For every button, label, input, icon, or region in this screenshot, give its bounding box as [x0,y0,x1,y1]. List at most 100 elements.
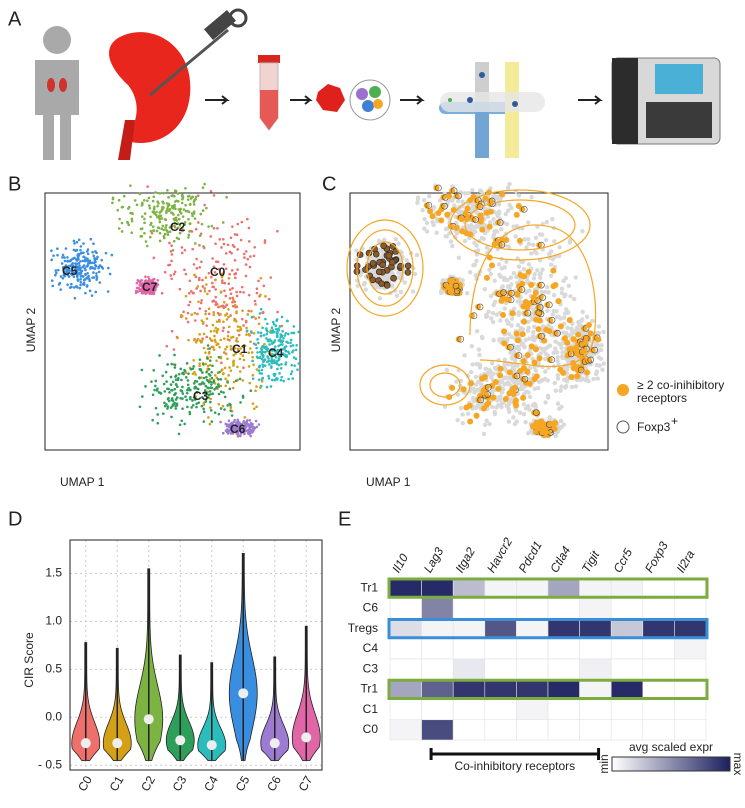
cell-point [277,358,280,362]
cell-point [223,289,226,293]
heat-cell [642,618,675,640]
cell-point [263,241,267,244]
cell-point [430,219,435,225]
cell-point [83,278,86,281]
cell-point [166,207,169,210]
heat-cell [484,618,517,640]
cell-point [260,377,264,381]
heat-cell [547,699,580,721]
coinhib-cell [459,228,466,235]
cell-point [241,394,245,398]
cell-point [293,364,296,367]
cell-point [209,392,212,396]
cell-point [177,376,180,380]
cell-point [420,208,425,213]
heat-cell [452,618,486,640]
cell-point [231,286,234,290]
cell-point [525,328,531,334]
cell-point [279,335,282,339]
cell-point [269,276,273,279]
cell-point [269,385,273,388]
median-dot [112,738,123,749]
cell-point [531,276,537,281]
coinhib-cell [526,380,533,387]
cell-point [231,360,235,364]
cell-point [229,314,232,317]
cell-point [163,404,167,408]
cell-point [156,204,159,208]
cell-point [544,219,550,225]
cell-point [67,264,71,268]
cell-point [262,360,265,363]
cell-point [209,189,213,193]
x-tick-label: C5 [233,773,253,794]
y-tick-label: 1.5 [45,566,62,580]
cell-point [198,276,201,280]
cell-point [175,402,179,406]
cell-point [289,341,292,345]
cell-point [261,310,265,314]
cell-point [470,386,475,391]
cell-point [273,339,277,342]
cell-point [263,239,267,242]
cell-point [466,411,471,416]
cell-point [217,392,221,396]
cell-point [79,260,82,263]
coinhib-cell [542,429,549,436]
cell-point [295,343,298,347]
cell-point [50,249,53,253]
cell-point [82,251,85,255]
cell-point [190,196,193,199]
cell-point [158,220,162,224]
cell-point [251,373,255,377]
foxp3-cell [390,274,397,282]
cell-point [205,375,208,379]
cell-point [208,347,212,350]
cell-point [181,385,184,389]
cell-point [79,275,83,278]
heat-cell [579,577,612,599]
median-dot [238,688,249,699]
cell-point [178,287,182,291]
cell-point [231,304,235,308]
cell-point [489,316,494,321]
cell-point [569,328,574,333]
cell-point [141,395,144,398]
cell-point [192,203,196,206]
cell-point [193,217,197,220]
cell-point [576,319,581,325]
cell-point [600,367,605,372]
cell-point [155,213,158,217]
row-label: Tr1 [360,682,378,696]
cell-point [201,321,205,324]
cell-point [470,188,475,193]
cell-point [202,332,206,336]
cell-point [84,273,87,276]
coinhib-cell [486,223,493,230]
cell-point [249,340,252,344]
cell-point [496,202,502,207]
cell-point [174,404,177,408]
cell-point [455,417,460,423]
cell-point [498,318,503,323]
density-contour [429,372,461,398]
cell-point [276,331,279,335]
cell-point [236,248,239,251]
cell-point [160,217,164,220]
cell-point [291,377,295,380]
cell-point [212,265,216,269]
cell-point [273,359,276,362]
cell-point [221,221,225,224]
cell-point [213,411,217,414]
cell-point [543,369,548,374]
cell-point [235,320,238,323]
cell-point [218,320,221,323]
cell-point [231,335,235,339]
cell-point [271,329,274,332]
cell-point [593,371,599,377]
cell-point [247,332,251,336]
cell-point [215,359,218,362]
cell-point [151,229,155,232]
cell-point [546,251,552,257]
cell-point [270,359,274,363]
